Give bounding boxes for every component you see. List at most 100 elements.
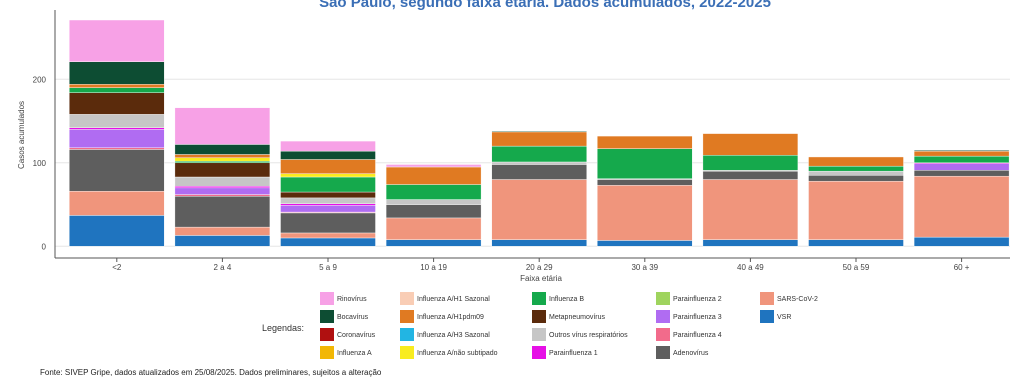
- bar-segment-adenovirus-age-5: [597, 179, 693, 186]
- bar-segment-vsr-age-5: [597, 240, 693, 247]
- x-tick-label: <2: [112, 263, 122, 272]
- bar-segment-adenovirus-age-3: [385, 204, 482, 219]
- legend-swatch: [320, 346, 334, 359]
- bar-segment-adenovirus-age-7: [808, 175, 904, 182]
- bar-segment-metapneumovirus-age-1: [174, 162, 271, 178]
- legend-item-parainfluenza-3[interactable]: Parainfluenza 3: [656, 310, 722, 323]
- legend-item-adenovirus[interactable]: Adenovírus: [656, 346, 709, 359]
- bar-segment-influenza-b-age-3: [385, 184, 482, 200]
- bar-segment-outros-virus-respiratorios-age-1: [174, 176, 271, 187]
- bar-segment-adenovirus-age-2: [280, 212, 376, 234]
- legend-label: VSR: [777, 314, 791, 321]
- legend-swatch: [656, 328, 670, 341]
- bar-segment-influenza-a-h1pdm09-age-3: [385, 166, 482, 185]
- legend-swatch: [532, 292, 546, 305]
- legend-label: Metapneumovírus: [549, 314, 606, 321]
- bar-segment-influenza-b-age-5: [597, 148, 693, 179]
- legend-item-influenza-a[interactable]: Influenza A: [320, 346, 372, 359]
- bar-segment-metapneumovirus-age-2: [280, 191, 376, 199]
- x-tick-label: 30 a 39: [631, 263, 658, 272]
- legend-label: Influenza A: [337, 350, 372, 357]
- bar-segment-outros-virus-respiratorios-age-4: [491, 161, 587, 165]
- legend-item-parainfluenza-1[interactable]: Parainfluenza 1: [532, 346, 598, 359]
- legend-swatch: [400, 346, 414, 359]
- bar-segment-influenza-b-age-0: [69, 87, 165, 93]
- legend-swatch: [760, 292, 774, 305]
- legend-item-influenza-a-h1pdm09[interactable]: Influenza A/H1pdm09: [400, 310, 484, 323]
- legend-item-influenza-a-h3-sazonal[interactable]: Influenza A/H3 Sazonal: [400, 328, 490, 341]
- x-tick-label: 5 a 9: [319, 263, 337, 272]
- bar-segment-influenza-a-nao-subtipado-age-2: [280, 173, 376, 178]
- bar-segment-influenza-a-h1pdm09-age-8: [913, 150, 1010, 157]
- bar-segment-bocavirus-age-1: [174, 144, 271, 155]
- legend-swatch: [400, 328, 414, 341]
- bar-segment-influenza-b-age-1: [174, 160, 271, 164]
- bar-segment-adenovirus-age-4: [491, 164, 587, 180]
- legend-label: Rinovírus: [337, 296, 367, 303]
- axes: 0 100 200 <2 2 a 4 5 a 9 10 a 19 20 a 29 30 a 39…: [33, 10, 1010, 272]
- legend-label: Coronavírus: [337, 332, 376, 339]
- legend-title: Legendas:: [262, 323, 304, 333]
- bar-segment-rinovirus-age-0: [69, 19, 165, 62]
- legend-swatch: [532, 346, 546, 359]
- legend-swatch: [656, 310, 670, 323]
- bar-segment-sars-cov-2-age-1: [174, 226, 271, 236]
- legend-item-sars-cov-2[interactable]: SARS-CoV-2: [760, 292, 818, 305]
- bar-segment-rinovirus-age-2: [280, 140, 376, 152]
- bar-segment-parainfluenza-1-age-1: [174, 185, 271, 189]
- legend-label: Influenza A/H3 Sazonal: [417, 332, 490, 339]
- x-tick-label: 20 a 29: [526, 263, 553, 272]
- bar-segment-vsr-age-2: [280, 237, 376, 247]
- bar-segment-outros-virus-respiratorios-age-0: [69, 114, 165, 128]
- legend-item-parainfluenza-2[interactable]: Parainfluenza 2: [656, 292, 722, 305]
- legend-label: Influenza A/H1 Sazonal: [417, 296, 490, 303]
- legend-item-rinovirus[interactable]: Rinovírus: [320, 292, 367, 305]
- bar-segment-rinovirus-age-3: [385, 164, 482, 168]
- bar-segment-rinovirus-age-1: [174, 107, 271, 145]
- x-axis-title: Faixa etária: [520, 274, 562, 283]
- bar-segment-vsr-age-7: [808, 239, 904, 247]
- legend-item-metapneumovirus[interactable]: Metapneumovírus: [532, 310, 606, 323]
- bar-segment-outros-virus-respiratorios-age-7: [808, 170, 904, 176]
- bar-segment-bocavirus-age-2: [280, 150, 376, 160]
- x-tick-label: 50 a 59: [843, 263, 870, 272]
- legend-item-influenza-b[interactable]: Influenza B: [532, 292, 584, 305]
- bar-segment-sars-cov-2-age-4: [491, 179, 587, 240]
- bar-segment-influenza-a-h1pdm09-age-4: [491, 131, 587, 147]
- bar-segment-influenza-b-age-4: [491, 145, 587, 163]
- legend: Legendas: Rinovírus Bocavírus Coronavírus I…: [262, 292, 818, 359]
- bars: [69, 19, 1010, 247]
- legend-item-outros-virus-respiratorios[interactable]: Outros vírus respiratórios: [532, 328, 628, 341]
- legend-swatch: [760, 310, 774, 323]
- bar-segment-bocavirus-age-8: [913, 150, 1010, 152]
- bar-segment-sars-cov-2-age-3: [385, 217, 482, 240]
- legend-item-influenza-a-nao-subtipado[interactable]: Influenza A/não subtipado: [400, 346, 498, 359]
- bar-segment-outros-virus-respiratorios-age-3: [385, 199, 482, 205]
- legend-item-coronavirus[interactable]: Coronavírus: [320, 328, 376, 341]
- bar-segment-vsr-age-3: [385, 239, 482, 247]
- bar-segment-sars-cov-2-age-7: [808, 180, 904, 240]
- legend-label: SARS-CoV-2: [777, 296, 818, 303]
- legend-label: Parainfluenza 2: [673, 296, 722, 303]
- bar-segment-parainfluenza-4-age-0: [69, 147, 165, 150]
- bar-segment-sars-cov-2-age-6: [702, 179, 799, 240]
- bar-segment-sars-cov-2-age-5: [597, 185, 693, 241]
- x-tick-label: 2 a 4: [214, 263, 232, 272]
- bar-segment-vsr-age-4: [491, 239, 587, 247]
- legend-swatch: [400, 310, 414, 323]
- legend-item-bocavirus[interactable]: Bocavírus: [320, 310, 369, 323]
- bar-segment-parainfluenza-3-age-2: [280, 205, 376, 213]
- legend-item-parainfluenza-4[interactable]: Parainfluenza 4: [656, 328, 722, 341]
- bar-segment-outros-virus-respiratorios-age-2: [280, 197, 376, 204]
- bar-segment-parainfluenza-4-age-1: [174, 194, 271, 197]
- legend-item-influenza-a-h1-sazonal[interactable]: Influenza A/H1 Sazonal: [400, 292, 490, 305]
- x-tick-label: 10 a 19: [420, 263, 447, 272]
- bar-segment-influenza-a-h1pdm09-age-5: [597, 135, 693, 149]
- legend-label: Parainfluenza 4: [673, 332, 722, 339]
- bar-segment-adenovirus-age-6: [702, 170, 799, 180]
- bar-segment-influenza-a-h1pdm09-age-2: [280, 159, 376, 174]
- bar-segment-adenovirus-age-0: [69, 149, 165, 192]
- y-tick-label: 100: [33, 159, 47, 168]
- legend-item-vsr[interactable]: VSR: [760, 310, 791, 323]
- bar-segment-influenza-b-age-7: [808, 165, 904, 172]
